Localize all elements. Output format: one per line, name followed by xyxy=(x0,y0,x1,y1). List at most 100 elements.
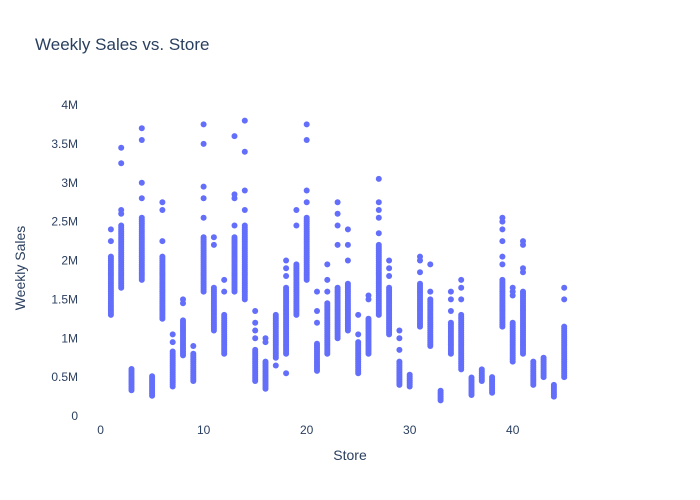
scatter-point[interactable] xyxy=(118,207,125,213)
scatter-point[interactable] xyxy=(293,207,300,213)
scatter-point[interactable] xyxy=(293,222,300,229)
scatter-point[interactable] xyxy=(200,234,207,241)
scatter-point[interactable] xyxy=(138,195,145,202)
scatter-point[interactable] xyxy=(231,222,238,229)
scatter-point[interactable] xyxy=(303,199,310,206)
scatter-point[interactable] xyxy=(231,133,238,140)
scatter-point[interactable] xyxy=(447,319,454,326)
scatter-point[interactable] xyxy=(478,366,485,373)
scatter-point[interactable] xyxy=(458,296,465,303)
scatter-point[interactable] xyxy=(530,358,537,365)
scatter-point[interactable] xyxy=(303,121,310,128)
scatter-point[interactable] xyxy=(355,311,362,318)
scatter-point[interactable] xyxy=(458,276,465,283)
scatter-point[interactable] xyxy=(107,238,114,245)
scatter-point[interactable] xyxy=(159,253,166,260)
scatter-point[interactable] xyxy=(252,308,259,314)
scatter-point[interactable] xyxy=(252,319,259,326)
scatter-point[interactable] xyxy=(169,348,176,355)
scatter-point[interactable] xyxy=(180,296,186,303)
scatter-point[interactable] xyxy=(324,261,331,268)
scatter-point[interactable] xyxy=(118,222,125,229)
scatter-point[interactable] xyxy=(499,214,506,221)
scatter-point[interactable] xyxy=(252,327,259,334)
scatter-point[interactable] xyxy=(180,317,186,324)
scatter-point[interactable] xyxy=(138,179,145,186)
scatter-point[interactable] xyxy=(458,311,465,318)
scatter-point[interactable] xyxy=(293,261,300,268)
scatter-point[interactable] xyxy=(252,346,259,353)
scatter-point[interactable] xyxy=(283,257,290,264)
scatter-point[interactable] xyxy=(210,284,217,291)
scatter-point[interactable] xyxy=(138,214,145,221)
scatter-point[interactable] xyxy=(200,140,207,147)
scatter-point[interactable] xyxy=(344,226,351,233)
scatter-point[interactable] xyxy=(118,144,125,151)
scatter-point[interactable] xyxy=(241,187,248,194)
scatter-point[interactable] xyxy=(375,207,382,213)
scatter-point[interactable] xyxy=(458,284,465,291)
scatter-point[interactable] xyxy=(200,121,207,128)
scatter-point[interactable] xyxy=(375,230,382,237)
scatter-point[interactable] xyxy=(210,234,217,241)
scatter-point[interactable] xyxy=(344,257,351,264)
scatter-point[interactable] xyxy=(210,241,217,248)
scatter-point[interactable] xyxy=(241,222,248,229)
scatter-point[interactable] xyxy=(314,340,320,347)
scatter-point[interactable] xyxy=(283,265,290,272)
scatter-point[interactable] xyxy=(386,273,393,279)
scatter-point[interactable] xyxy=(138,137,145,143)
scatter-point[interactable] xyxy=(303,187,310,194)
scatter-point[interactable] xyxy=(283,370,290,377)
scatter-point[interactable] xyxy=(314,308,320,314)
scatter-point[interactable] xyxy=(190,343,197,349)
scatter-point[interactable] xyxy=(262,335,269,342)
scatter-point[interactable] xyxy=(447,288,454,295)
scatter-point[interactable] xyxy=(427,288,434,295)
scatter-point[interactable] xyxy=(417,269,423,276)
scatter-point[interactable] xyxy=(118,160,125,167)
scatter-point[interactable] xyxy=(499,253,506,260)
scatter-point[interactable] xyxy=(499,276,506,283)
scatter-point[interactable] xyxy=(540,354,547,361)
scatter-point[interactable] xyxy=(272,362,279,369)
scatter-point[interactable] xyxy=(386,284,393,291)
scatter-point[interactable] xyxy=(417,280,423,287)
scatter-point[interactable] xyxy=(386,265,393,272)
scatter-point[interactable] xyxy=(241,207,248,213)
scatter-point[interactable] xyxy=(355,339,362,346)
scatter-point[interactable] xyxy=(324,276,331,283)
scatter-point[interactable] xyxy=(283,284,290,291)
scatter-point[interactable] xyxy=(396,358,403,365)
scatter-point[interactable] xyxy=(169,331,176,338)
scatter-point[interactable] xyxy=(241,148,248,155)
scatter-point[interactable] xyxy=(334,210,341,217)
scatter-point[interactable] xyxy=(128,366,135,372)
scatter-point[interactable] xyxy=(355,331,362,338)
scatter-point[interactable] xyxy=(272,311,279,318)
scatter-point[interactable] xyxy=(375,241,382,248)
scatter-point[interactable] xyxy=(386,257,393,264)
scatter-point[interactable] xyxy=(344,280,351,287)
scatter-point[interactable] xyxy=(314,319,320,326)
scatter-point[interactable] xyxy=(406,371,413,378)
scatter-point[interactable] xyxy=(447,308,454,314)
scatter-point[interactable] xyxy=(520,265,526,272)
scatter-point[interactable] xyxy=(365,315,372,322)
scatter-point[interactable] xyxy=(107,253,114,260)
scatter-point[interactable] xyxy=(344,241,351,248)
scatter-point[interactable] xyxy=(221,288,228,295)
scatter-point[interactable] xyxy=(324,300,331,307)
scatter-point[interactable] xyxy=(159,199,166,206)
scatter-point[interactable] xyxy=(221,276,228,283)
scatter-point[interactable] xyxy=(499,238,506,245)
scatter-point[interactable] xyxy=(324,288,331,295)
scatter-point[interactable] xyxy=(252,335,259,342)
scatter-point[interactable] xyxy=(283,273,290,279)
scatter-point[interactable] xyxy=(489,374,496,381)
scatter-point[interactable] xyxy=(231,234,238,241)
scatter-point[interactable] xyxy=(200,195,207,202)
scatter-point[interactable] xyxy=(499,261,506,268)
scatter-point[interactable] xyxy=(231,191,238,198)
scatter-point[interactable] xyxy=(365,292,372,299)
